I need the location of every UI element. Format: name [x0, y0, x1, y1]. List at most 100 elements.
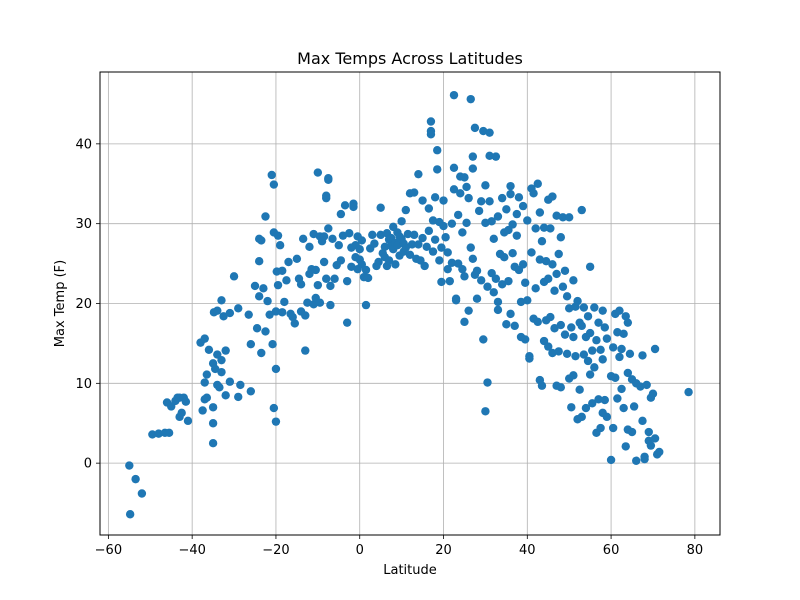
data-point: [278, 308, 287, 317]
data-point: [376, 230, 385, 240]
data-point: [368, 230, 377, 240]
data-point: [441, 233, 450, 242]
data-point: [424, 226, 434, 236]
data-point: [460, 173, 469, 182]
data-point: [468, 164, 478, 173]
data-point: [447, 258, 457, 267]
data-point: [290, 319, 299, 328]
data-point: [261, 327, 270, 336]
data-point: [315, 298, 325, 307]
data-point: [278, 266, 287, 275]
data-point: [481, 181, 490, 190]
data-point: [313, 168, 323, 177]
data-point: [414, 240, 423, 249]
data-point: [254, 292, 264, 301]
data-point: [213, 306, 222, 315]
data-point: [208, 438, 218, 448]
data-point: [282, 276, 291, 285]
data-point: [558, 213, 568, 222]
data-point: [577, 321, 586, 331]
data-point: [439, 196, 448, 205]
data-point: [585, 370, 595, 379]
data-point: [246, 340, 256, 349]
data-point: [268, 340, 277, 349]
data-point: [250, 281, 260, 291]
data-point: [562, 292, 572, 301]
data-point: [560, 330, 570, 339]
data-point: [650, 344, 660, 354]
y-axis-ticks: 0 10 20 30 40: [75, 137, 100, 472]
data-point: [483, 378, 492, 387]
data-point: [468, 152, 478, 161]
data-point: [627, 427, 637, 437]
data-point: [433, 165, 442, 174]
data-point: [336, 209, 346, 219]
data-point: [328, 234, 337, 244]
data-point: [225, 377, 235, 386]
data-point: [485, 128, 494, 137]
data-point: [636, 382, 645, 391]
data-point: [437, 277, 446, 287]
data-point: [554, 347, 563, 356]
data-point: [619, 403, 628, 413]
data-point: [600, 395, 609, 405]
data-point: [420, 261, 429, 271]
data-point: [257, 348, 266, 358]
data-point: [491, 152, 501, 161]
data-point: [324, 224, 333, 233]
data-point: [292, 254, 302, 263]
data-point: [474, 206, 484, 216]
data-point: [204, 345, 214, 354]
x-tick-label: 80: [687, 543, 704, 558]
data-point: [458, 228, 467, 237]
data-point: [556, 233, 566, 242]
data-point: [125, 461, 134, 470]
data-point: [623, 368, 633, 378]
data-point: [527, 248, 536, 257]
data-point: [510, 321, 519, 331]
data-point: [244, 310, 253, 319]
data-point: [531, 284, 540, 293]
data-point: [592, 336, 601, 345]
data-point: [428, 216, 438, 225]
data-point: [131, 474, 140, 484]
data-point: [518, 201, 528, 211]
data-point: [403, 229, 413, 239]
data-point: [271, 417, 281, 426]
data-point: [640, 454, 649, 464]
data-point: [468, 254, 478, 263]
data-point: [546, 312, 555, 322]
data-point: [481, 218, 490, 228]
data-point: [298, 234, 308, 244]
data-points: [125, 90, 693, 519]
data-point: [326, 281, 335, 291]
data-point: [615, 352, 624, 362]
data-point: [583, 356, 593, 366]
data-point: [508, 249, 517, 258]
data-point: [393, 241, 402, 250]
data-point: [349, 202, 358, 212]
data-point: [430, 235, 440, 244]
data-point: [585, 328, 595, 338]
data-point: [655, 447, 664, 457]
data-point: [552, 269, 561, 279]
data-point: [621, 442, 630, 451]
data-point: [508, 220, 517, 229]
data-point: [625, 349, 635, 358]
data-point: [409, 188, 419, 197]
data-point: [485, 197, 494, 206]
data-point: [613, 328, 622, 337]
data-point: [357, 236, 367, 245]
data-point: [430, 193, 440, 202]
data-point: [638, 416, 647, 426]
data-point: [275, 241, 285, 250]
data-point: [267, 170, 276, 180]
data-point: [309, 300, 318, 309]
y-tick-label: 0: [84, 457, 92, 472]
data-point: [525, 354, 534, 363]
data-point: [571, 351, 580, 361]
data-point: [554, 249, 563, 259]
data-point: [259, 284, 268, 293]
data-point: [464, 193, 473, 203]
data-point: [506, 181, 515, 191]
